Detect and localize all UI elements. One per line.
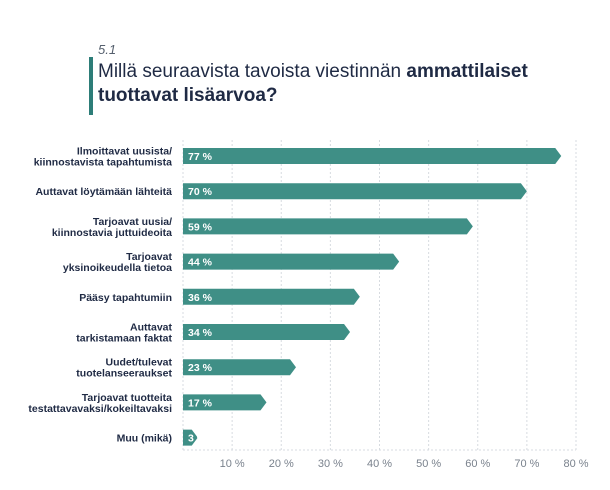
- category-label: Tarjoavat uusia/kiinnostavia juttuideoit…: [52, 216, 172, 239]
- category-label: Tarjoavat yksinoikeudella tietoa: [63, 251, 173, 274]
- x-tick-label: 40 %: [367, 458, 392, 470]
- bar-value-label: 59 %: [188, 221, 213, 233]
- category-label: Auttavat tarkistamaan faktat: [76, 322, 172, 345]
- category-label: Tarjoavat tuotteita testattavavaksi/kokei…: [28, 392, 172, 415]
- bar-value-label: 17 %: [188, 397, 213, 409]
- category-label: Pääsy tapahtumiin: [79, 292, 172, 304]
- x-tick-label: 70 %: [514, 458, 539, 470]
- bar-value-label: 77 %: [188, 151, 213, 163]
- x-tick-label: 80 %: [563, 458, 588, 470]
- category-labels: Ilmoittavat uusista/kiinnostavista tapah…: [28, 146, 172, 445]
- title-regular: Millä seuraavista tavoista viestinnän: [98, 61, 407, 82]
- grid-lines: [182, 140, 577, 451]
- bar-value-label: 34 %: [188, 327, 213, 339]
- bar-value-label: 44 %: [188, 257, 213, 269]
- bar: [183, 183, 527, 200]
- bar: [183, 253, 400, 270]
- bar: [183, 148, 562, 164]
- x-axis-ticks: 10 % 20 % 30 % 40 % 50 % 60 % 70 % 80 %: [220, 458, 589, 470]
- bar: [183, 288, 360, 305]
- x-tick-label: 50 %: [416, 458, 441, 470]
- chart-title: Millä seuraavista tavoista viestinnän am…: [98, 60, 568, 108]
- bar: [183, 218, 473, 235]
- category-label: Uudet/tulevat tuotelanseeraukset: [76, 357, 172, 380]
- x-tick-label: 30 %: [318, 458, 343, 470]
- x-tick-label: 60 %: [465, 458, 490, 470]
- x-tick-label: 10 %: [220, 458, 245, 470]
- bar-value-label: 70 %: [188, 186, 213, 198]
- bars: 77 % 70 % 59 % 44 % 36 % 34 % 23 % 17 % 3 %: [183, 148, 562, 446]
- title-bold: ammattilaiset tuottavat lisäarvoa?: [98, 61, 528, 106]
- bar: [183, 394, 267, 411]
- category-label: Muu (mikä): [117, 433, 172, 445]
- title-accent-bar: [89, 57, 93, 115]
- bar: [183, 359, 296, 376]
- bar-value-label: 36 %: [188, 292, 213, 304]
- category-label: Auttavat löytämään lähteitä: [35, 186, 172, 198]
- bar-value-label: 3 %: [188, 433, 207, 445]
- category-label: Ilmoittavat uusista/kiinnostavista tapah…: [34, 146, 172, 169]
- bar: [183, 324, 351, 340]
- x-tick-label: 20 %: [269, 458, 294, 470]
- bar: [183, 429, 198, 446]
- bar-value-label: 23 %: [188, 362, 213, 374]
- section-number: 5.1: [98, 42, 117, 57]
